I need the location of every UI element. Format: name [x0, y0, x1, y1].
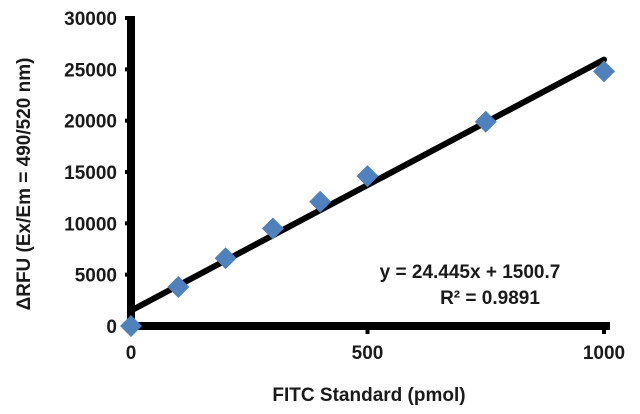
x-axis-tick-labels: 0 500 1000 — [126, 343, 625, 364]
axes — [127, 16, 610, 330]
data-point — [474, 110, 497, 133]
data-points — [120, 60, 615, 337]
data-point — [261, 217, 284, 240]
trendline-equation: y = 24.445x + 1500.7 — [380, 262, 561, 283]
x-axis-title: FITC Standard (pmol) — [272, 385, 465, 406]
y-tick-label: 25000 — [64, 60, 117, 81]
y-tick-label: 30000 — [64, 9, 117, 30]
y-tick-label: 15000 — [64, 163, 117, 184]
y-axis-tick-labels: 0 5000 10000 15000 20000 25000 30000 — [64, 9, 117, 338]
data-point — [120, 315, 142, 337]
y-axis-title: ΔRFU (Ex/Em = 490/520 nm) — [14, 58, 35, 311]
data-point — [309, 190, 332, 213]
r-squared-label: R² = 0.9891 — [440, 288, 540, 309]
data-point — [356, 165, 379, 188]
data-point — [167, 275, 190, 298]
y-tick-label: 10000 — [64, 214, 117, 235]
y-tick-label: 5000 — [75, 266, 117, 287]
data-point — [593, 60, 615, 83]
x-tick-label: 1000 — [583, 343, 625, 364]
data-point — [214, 247, 237, 270]
y-tick-label: 20000 — [64, 112, 117, 133]
x-tick-label: 500 — [352, 343, 384, 364]
y-tick-label: 0 — [106, 317, 117, 338]
x-tick-label: 0 — [126, 343, 137, 364]
